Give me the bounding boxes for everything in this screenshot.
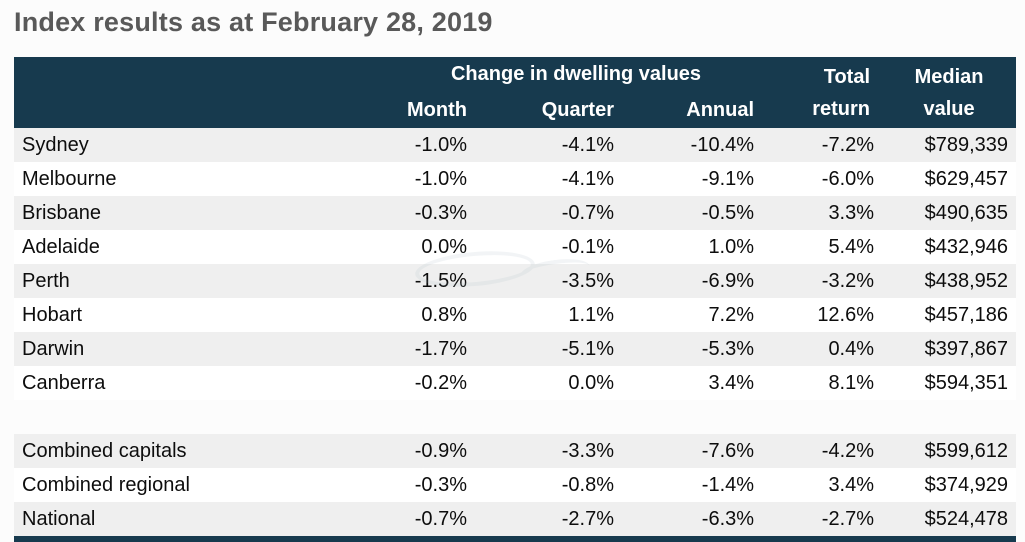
- index-results-table-container: Change in dwelling values Total return M…: [14, 57, 1017, 542]
- table-row-adelaide: Adelaide 0.0% -0.1% 1.0% 5.4% $432,946: [14, 230, 1017, 264]
- cell-total-return: 12.6%: [762, 298, 883, 332]
- cell-median-value: $438,952: [882, 264, 1017, 298]
- table-row-perth: Perth -1.5% -3.5% -6.9% -3.2% $438,952: [14, 264, 1017, 298]
- cell-median-value: $599,612: [882, 434, 1017, 468]
- cell-median-value: $490,635: [882, 196, 1017, 230]
- table-row-combined-regional: Combined regional -0.3% -0.8% -1.4% 3.4%…: [14, 468, 1017, 502]
- region-name: Canberra: [14, 366, 390, 400]
- cell-median-value: $524,478: [882, 502, 1017, 536]
- region-name: Sydney: [14, 128, 390, 162]
- table-row-darwin: Darwin -1.7% -5.1% -5.3% 0.4% $397,867: [14, 332, 1017, 366]
- cell-total-return: 5.4%: [762, 230, 883, 264]
- cell-annual: -10.4%: [622, 128, 763, 162]
- table-row-combined-capitals: Combined capitals -0.9% -3.3% -7.6% -4.2…: [14, 434, 1017, 468]
- cell-quarter: -4.1%: [475, 128, 622, 162]
- cell-median-value: $594,351: [882, 366, 1017, 400]
- header-annual: Annual: [622, 92, 763, 128]
- cell-month: -1.0%: [390, 128, 475, 162]
- cell-month: -0.3%: [390, 468, 475, 502]
- cell-annual: -1.4%: [622, 468, 763, 502]
- cell-annual: -6.9%: [622, 264, 763, 298]
- cell-month: -1.5%: [390, 264, 475, 298]
- spacer-cell: [14, 400, 1016, 434]
- cell-total-return: 8.1%: [762, 366, 883, 400]
- table-row-canberra: Canberra -0.2% 0.0% 3.4% 8.1% $594,351: [14, 366, 1017, 400]
- cell-month: -0.7%: [390, 502, 475, 536]
- cell-quarter: -3.3%: [475, 434, 622, 468]
- header-total-return: Total return: [762, 57, 883, 128]
- cell-total-return: -7.2%: [762, 128, 883, 162]
- table-body: Sydney -1.0% -4.1% -10.4% -7.2% $789,339…: [14, 128, 1017, 536]
- header-row-columns: Month Quarter Annual: [14, 92, 1016, 128]
- cell-median-value: $374,929: [882, 468, 1017, 502]
- region-name: Hobart: [14, 298, 390, 332]
- table-row-brisbane: Brisbane -0.3% -0.7% -0.5% 3.3% $490,635: [14, 196, 1017, 230]
- region-name: National: [14, 502, 390, 536]
- header-total-line2: return: [812, 97, 871, 120]
- table-header: Change in dwelling values Total return M…: [14, 57, 1017, 128]
- cell-total-return: -3.2%: [762, 264, 883, 298]
- header-median-line2: value: [923, 97, 975, 120]
- region-name: Combined capitals: [14, 434, 390, 468]
- header-quarter: Quarter: [475, 92, 622, 128]
- cell-quarter: 1.1%: [475, 298, 622, 332]
- cell-annual: -6.3%: [622, 502, 763, 536]
- cell-month: -1.0%: [390, 162, 475, 196]
- region-name: Darwin: [14, 332, 390, 366]
- region-name: Adelaide: [14, 230, 390, 264]
- cell-quarter: -0.8%: [475, 468, 622, 502]
- header-median-line1: Median: [914, 65, 984, 88]
- cell-annual: -5.3%: [622, 332, 763, 366]
- cell-annual: -0.5%: [622, 196, 763, 230]
- region-name: Combined regional: [14, 468, 390, 502]
- cell-month: -0.3%: [390, 196, 475, 230]
- cell-month: -0.2%: [390, 366, 475, 400]
- cell-total-return: -6.0%: [762, 162, 883, 196]
- cell-quarter: -2.7%: [475, 502, 622, 536]
- cell-quarter: -5.1%: [475, 332, 622, 366]
- region-name: Perth: [14, 264, 390, 298]
- cell-total-return: -2.7%: [762, 502, 883, 536]
- cell-total-return: 3.4%: [762, 468, 883, 502]
- header-region-blank: [14, 57, 390, 128]
- cell-annual: 7.2%: [622, 298, 763, 332]
- cell-quarter: -4.1%: [475, 162, 622, 196]
- cell-total-return: 0.4%: [762, 332, 883, 366]
- cell-annual: -7.6%: [622, 434, 763, 468]
- cell-annual: -9.1%: [622, 162, 763, 196]
- cell-quarter: -3.5%: [475, 264, 622, 298]
- header-month: Month: [390, 92, 475, 128]
- cell-month: -0.9%: [390, 434, 475, 468]
- page-title: Index results as at February 28, 2019: [14, 7, 493, 37]
- spacer-row: [14, 400, 1016, 434]
- table-row-hobart: Hobart 0.8% 1.1% 7.2% 12.6% $457,186: [14, 298, 1017, 332]
- table-row-national: National -0.7% -2.7% -6.3% -2.7% $524,47…: [14, 502, 1017, 536]
- region-name: Melbourne: [14, 162, 390, 196]
- header-row-group: Change in dwelling values Total return M…: [14, 57, 1017, 128]
- cell-annual: 1.0%: [622, 230, 763, 264]
- header-change-in-dwelling-values: Change in dwelling values: [390, 57, 763, 92]
- header-total-line1: Total: [823, 65, 871, 88]
- cell-quarter: 0.0%: [475, 366, 622, 400]
- cell-total-return: -4.2%: [762, 434, 883, 468]
- region-name: Brisbane: [14, 196, 390, 230]
- cell-month: 0.0%: [390, 230, 475, 264]
- table-row-sydney: Sydney -1.0% -4.1% -10.4% -7.2% $789,339: [14, 128, 1017, 162]
- cell-median-value: $789,339: [882, 128, 1017, 162]
- cell-annual: 3.4%: [622, 366, 763, 400]
- index-results-table: Change in dwelling values Total return M…: [14, 57, 1017, 536]
- cell-total-return: 3.3%: [762, 196, 883, 230]
- cell-median-value: $629,457: [882, 162, 1017, 196]
- header-median-value: Median value: [882, 57, 1017, 128]
- cell-quarter: -0.1%: [475, 230, 622, 264]
- cell-median-value: $397,867: [882, 332, 1017, 366]
- cell-month: 0.8%: [390, 298, 475, 332]
- cell-median-value: $457,186: [882, 298, 1017, 332]
- cell-median-value: $432,946: [882, 230, 1017, 264]
- cell-month: -1.7%: [390, 332, 475, 366]
- cell-quarter: -0.7%: [475, 196, 622, 230]
- table-row-melbourne: Melbourne -1.0% -4.1% -9.1% -6.0% $629,4…: [14, 162, 1017, 196]
